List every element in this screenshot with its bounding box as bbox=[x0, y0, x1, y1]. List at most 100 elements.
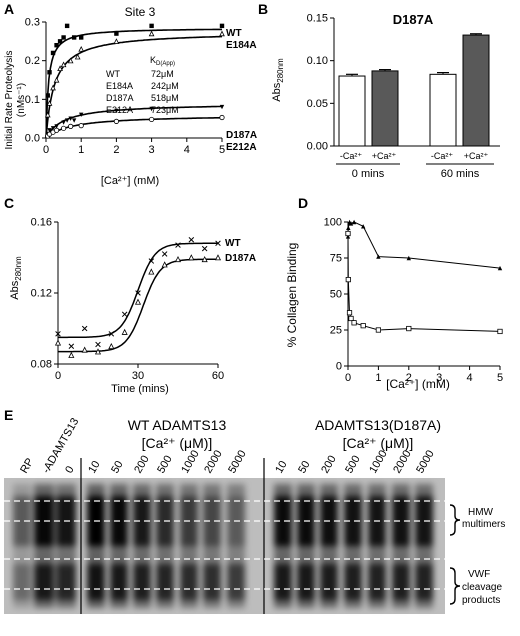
marker-point bbox=[94, 348, 102, 355]
marker-point bbox=[346, 310, 353, 316]
panel-b-ylabel: Abs280nm bbox=[271, 58, 285, 102]
gel-band bbox=[56, 564, 76, 600]
panel-a-axes: 0.0 0.1 0.2 0.3 0 1 2 3 4 5 bbox=[25, 17, 225, 157]
marker-point bbox=[215, 240, 221, 247]
panel-e-label: E bbox=[4, 407, 13, 423]
y-tick-label: 25 bbox=[330, 325, 342, 337]
y-tick-label: 0.12 bbox=[31, 288, 52, 300]
marker-point bbox=[219, 30, 225, 37]
x-tick-label: 3 bbox=[436, 372, 442, 384]
marker-point bbox=[53, 76, 60, 83]
gel-band bbox=[87, 564, 105, 600]
marker-point bbox=[81, 325, 88, 332]
marker-point bbox=[134, 298, 142, 305]
panel-a-xlabel: [Ca²⁺] (mM) bbox=[101, 175, 159, 187]
marker-point bbox=[149, 106, 154, 112]
gel-band bbox=[180, 564, 198, 600]
marker-point bbox=[188, 254, 195, 261]
marker-point bbox=[188, 236, 195, 243]
c-legend-wt: WT bbox=[225, 238, 241, 249]
wt-subtitle: [Ca²⁺ (μM)] bbox=[142, 435, 213, 451]
panel-d: D 0 25 50 75 100 0 1 2 3 4 5 % Collagen Binding [C… bbox=[285, 195, 503, 391]
bar bbox=[462, 34, 490, 147]
concentration-label: 10 bbox=[273, 459, 290, 476]
marker-point bbox=[47, 70, 52, 75]
panel-a-kd-table: KD(App) WT 72μM E184A 242μM D187A 518μM … bbox=[106, 55, 179, 115]
marker-point bbox=[114, 31, 119, 36]
marker-point bbox=[360, 323, 366, 329]
marker-point bbox=[348, 315, 354, 322]
kd-row-value: 723μM bbox=[151, 105, 179, 115]
kd-header: KD(App) bbox=[150, 55, 175, 67]
b-cond-minus-0: -Ca²⁺ bbox=[340, 151, 362, 161]
b-cond-plus-0: +Ca²⁺ bbox=[372, 151, 397, 161]
gel-band bbox=[415, 564, 433, 600]
marker-point bbox=[376, 254, 381, 259]
marker-point bbox=[67, 57, 74, 64]
panel-c-ylabel-sub: 280nm bbox=[14, 256, 23, 281]
b-cond-minus-60: -Ca²⁺ bbox=[431, 151, 453, 161]
panel-d-xlabel: [Ca²⁺] (mM) bbox=[386, 377, 450, 391]
concentration-label: 2000 bbox=[202, 448, 225, 475]
x-tick-label: 1 bbox=[78, 144, 84, 156]
marker-point bbox=[148, 268, 155, 275]
marker-point bbox=[497, 328, 503, 335]
panel-c-label: C bbox=[4, 195, 14, 211]
marker-point bbox=[214, 254, 222, 261]
hmw-label-1: HMW bbox=[468, 507, 494, 518]
concentration-label: 5000 bbox=[226, 448, 249, 475]
marker-point bbox=[121, 311, 128, 318]
panel-c-ylabel-main: Abs bbox=[9, 280, 21, 299]
y-tick-label: 75 bbox=[330, 253, 342, 265]
kd-row-name: D187A bbox=[106, 93, 134, 103]
y-tick-label: 0.2 bbox=[25, 55, 40, 67]
concentration-label: 5000 bbox=[414, 448, 437, 475]
gel-band bbox=[13, 496, 31, 546]
marker-point bbox=[50, 50, 56, 56]
mut-subtitle: [Ca²⁺ (μM)] bbox=[343, 435, 414, 451]
marker-point bbox=[375, 327, 382, 333]
lane-label-rp: RP bbox=[18, 456, 36, 475]
panel-b-title: D187A bbox=[393, 12, 434, 27]
marker-point bbox=[406, 325, 412, 332]
x-tick-label: 3 bbox=[149, 144, 155, 156]
marker-point bbox=[60, 125, 67, 131]
y-tick-label: 0.15 bbox=[307, 13, 328, 25]
gel-band bbox=[110, 564, 128, 600]
lane-label-zero: 0 bbox=[63, 464, 76, 475]
cleavage-label-2: cleavage bbox=[462, 582, 502, 593]
marker-point bbox=[64, 23, 70, 29]
marker-point bbox=[50, 84, 56, 91]
concentration-label: 1000 bbox=[179, 448, 202, 475]
y-tick-label: 0.05 bbox=[307, 98, 328, 110]
bar bbox=[429, 73, 457, 147]
gel-band bbox=[368, 564, 386, 600]
marker-point bbox=[61, 35, 66, 40]
kd-row-value: 518μM bbox=[151, 93, 179, 103]
panel-e: E RP -ADAMTS13 0 WT ADAMTS13 [Ca²⁺ (μM)]… bbox=[4, 407, 505, 614]
marker-point bbox=[149, 23, 154, 29]
marker-point bbox=[78, 45, 85, 52]
panel-b: B D187A 0.000.050.100.15 Abs280nm -Ca²⁺ … bbox=[258, 1, 500, 180]
curve-label-d187a: D187A bbox=[226, 130, 257, 141]
marker-point bbox=[406, 255, 411, 261]
y-tick-label: 0.0 bbox=[25, 133, 40, 145]
marker-point bbox=[74, 53, 81, 60]
marker-point bbox=[161, 251, 168, 257]
marker-point bbox=[161, 261, 168, 268]
panel-b-ylabel-main: Abs bbox=[271, 82, 283, 101]
marker-point bbox=[46, 100, 53, 106]
x-tick-label: 0 bbox=[55, 370, 61, 382]
gel-concentration-labels: 10 50 200 500 1000 2000 5000 10 50 200 500 1000 2000… bbox=[86, 448, 437, 475]
y-tick-label: 100 bbox=[324, 217, 342, 229]
kd-row-name: E212A bbox=[106, 105, 133, 115]
marker-point bbox=[175, 242, 181, 248]
gel-band bbox=[203, 496, 221, 546]
kd-header-sub: D(App) bbox=[156, 61, 175, 67]
gel-band bbox=[13, 564, 31, 600]
marker-point bbox=[148, 30, 155, 37]
gel-lanes bbox=[13, 484, 433, 608]
series-line bbox=[347, 233, 501, 332]
b-cond-plus-60: +Ca²⁺ bbox=[464, 151, 489, 161]
